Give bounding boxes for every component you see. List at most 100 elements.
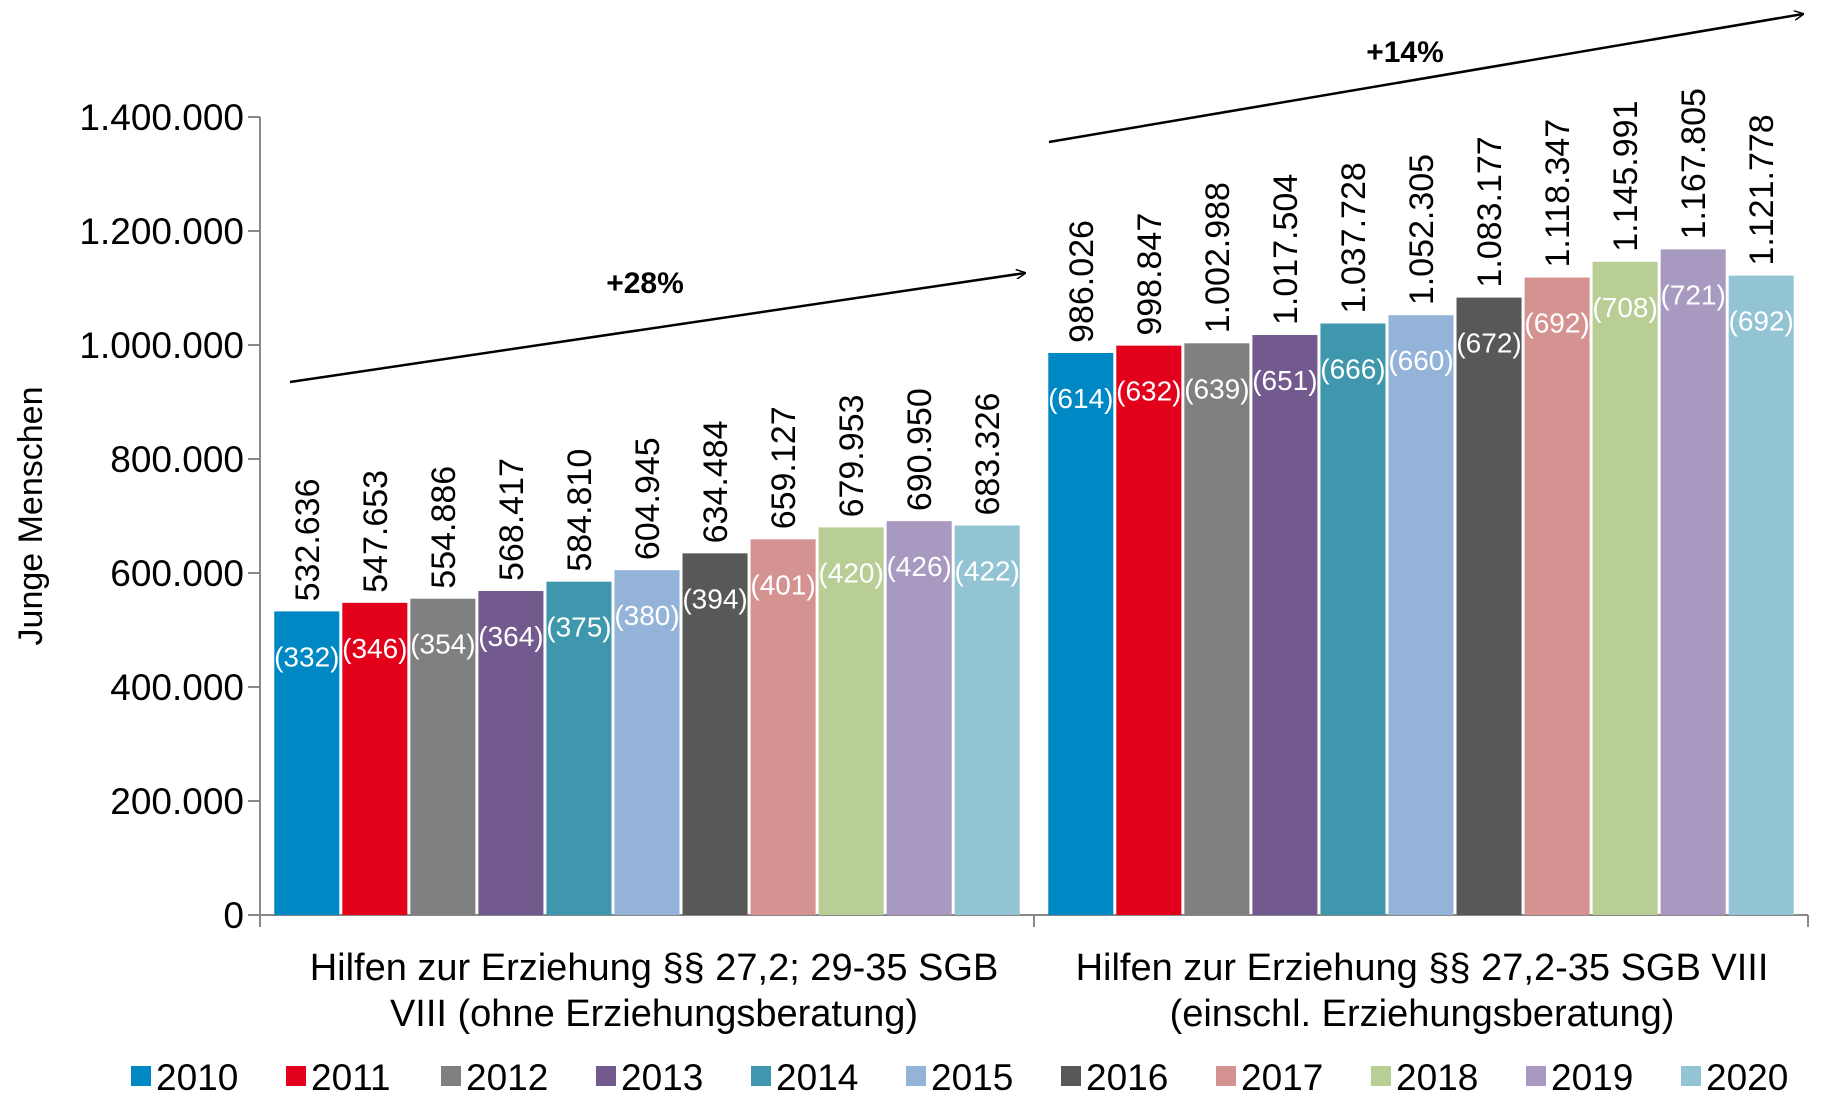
bar xyxy=(750,539,816,915)
y-tick-label: 0 xyxy=(223,895,244,936)
value-label: 986.026 xyxy=(1063,220,1101,343)
y-tick-label: 400.000 xyxy=(110,667,244,708)
value-label: 1.002.988 xyxy=(1199,182,1237,333)
inner-label: (692) xyxy=(1729,306,1794,337)
inner-label: (692) xyxy=(1524,308,1589,339)
value-label: 554.886 xyxy=(425,466,463,589)
value-label: 683.326 xyxy=(969,393,1007,516)
y-tick-label: 600.000 xyxy=(110,553,244,594)
value-label: 679.953 xyxy=(833,395,871,518)
bar xyxy=(1728,275,1794,915)
value-label: 532.636 xyxy=(289,478,327,601)
inner-label: (672) xyxy=(1456,328,1521,359)
value-label: 1.083.177 xyxy=(1471,136,1509,287)
bar xyxy=(342,602,408,915)
inner-label: (708) xyxy=(1592,292,1657,323)
legend-swatch xyxy=(1216,1066,1236,1086)
value-label: 634.484 xyxy=(697,420,735,543)
value-label: 604.945 xyxy=(629,437,667,560)
legend-swatch xyxy=(751,1066,771,1086)
inner-label: (614) xyxy=(1048,383,1113,414)
value-label: 1.145.991 xyxy=(1607,101,1645,252)
bar xyxy=(954,525,1020,915)
bar xyxy=(1252,335,1318,915)
inner-label: (401) xyxy=(750,569,815,600)
inner-label: (394) xyxy=(682,583,747,614)
category-label: Hilfen zur Erziehung §§ 27,2; 29-35 SGB … xyxy=(309,947,999,1035)
bar xyxy=(1456,297,1522,915)
inner-label: (666) xyxy=(1320,353,1385,384)
inner-label: (632) xyxy=(1116,376,1181,407)
value-label: 1.121.778 xyxy=(1743,114,1781,265)
bar xyxy=(1048,352,1114,915)
bar xyxy=(1660,249,1726,916)
y-tick-label: 1.400.000 xyxy=(79,97,244,138)
inner-label: (426) xyxy=(886,551,951,582)
legend-swatch xyxy=(906,1066,926,1086)
bar xyxy=(1524,277,1590,915)
legend-label: 2020 xyxy=(1706,1057,1788,1096)
legend-swatch xyxy=(1681,1066,1701,1086)
legend-swatch xyxy=(441,1066,461,1086)
bar xyxy=(1320,323,1386,916)
category-label: Hilfen zur Erziehung §§ 27,2-35 SGB VIII… xyxy=(1075,947,1769,1035)
value-label: 1.037.728 xyxy=(1335,162,1373,313)
inner-label: (364) xyxy=(478,621,543,652)
legend-label: 2019 xyxy=(1551,1057,1633,1096)
annotation: +14% xyxy=(1366,36,1444,69)
bar xyxy=(886,521,952,915)
bar xyxy=(1592,261,1658,915)
bar xyxy=(1388,315,1454,915)
legend-label: 2016 xyxy=(1086,1057,1168,1096)
legend-label: 2010 xyxy=(156,1057,238,1096)
legend-label: 2011 xyxy=(311,1057,391,1096)
inner-label: (332) xyxy=(274,641,339,672)
bar xyxy=(478,591,544,915)
bar xyxy=(1184,343,1250,915)
inner-label: (422) xyxy=(955,556,1020,587)
inner-label: (380) xyxy=(614,600,679,631)
value-label: 1.052.305 xyxy=(1403,154,1441,305)
value-label: 1.167.805 xyxy=(1675,88,1713,239)
arrow xyxy=(289,273,1025,384)
bar xyxy=(818,527,884,915)
legend-label: 2015 xyxy=(931,1057,1013,1096)
bar xyxy=(546,581,612,915)
value-label: 1.017.504 xyxy=(1267,174,1305,325)
legend-swatch xyxy=(131,1066,151,1086)
legend-swatch xyxy=(286,1066,306,1086)
inner-label: (721) xyxy=(1660,279,1725,310)
y-tick-label: 200.000 xyxy=(110,781,244,822)
legend-label: 2013 xyxy=(621,1057,703,1096)
legend-label: 2017 xyxy=(1241,1057,1323,1096)
inner-label: (354) xyxy=(410,629,475,660)
inner-label: (639) xyxy=(1184,373,1249,404)
y-axis-label: Junge Menschen xyxy=(12,387,50,646)
legend-swatch xyxy=(1061,1066,1081,1086)
inner-label: (346) xyxy=(342,633,407,664)
annotation: +28% xyxy=(606,267,684,300)
legend-swatch xyxy=(1526,1066,1546,1086)
bar xyxy=(1116,345,1182,915)
bar xyxy=(682,553,748,915)
legend-swatch xyxy=(1371,1066,1391,1086)
inner-label: (375) xyxy=(546,612,611,643)
inner-label: (420) xyxy=(818,557,883,588)
value-label: 659.127 xyxy=(765,406,803,529)
arrow xyxy=(1048,14,1803,144)
legend-label: 2018 xyxy=(1396,1057,1478,1096)
bar xyxy=(274,611,340,915)
inner-label: (660) xyxy=(1388,345,1453,376)
value-label: 690.950 xyxy=(901,388,939,511)
bar xyxy=(410,598,476,915)
legend-label: 2012 xyxy=(466,1057,548,1096)
value-label: 584.810 xyxy=(561,449,599,572)
y-tick-label: 1.000.000 xyxy=(79,325,244,366)
y-tick-label: 800.000 xyxy=(110,439,244,480)
inner-label: (651) xyxy=(1252,365,1317,396)
legend-swatch xyxy=(596,1066,616,1086)
legend-label: 2014 xyxy=(776,1057,858,1096)
bar xyxy=(614,570,680,915)
